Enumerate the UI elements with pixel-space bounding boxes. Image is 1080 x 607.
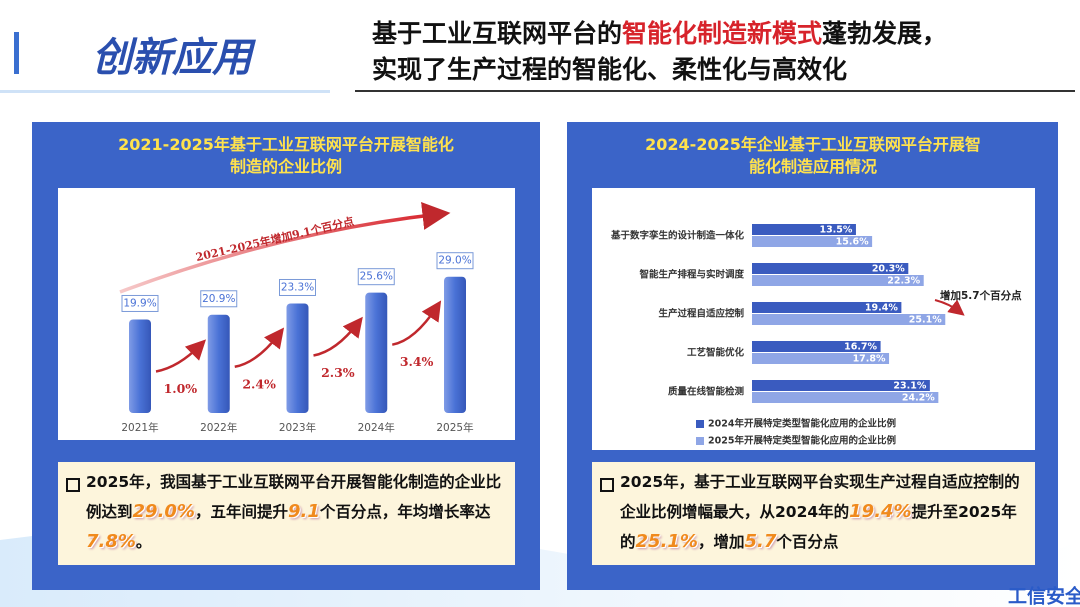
growth-arrow (391, 300, 442, 346)
value-label: 19.9% (123, 297, 156, 309)
note-box: 2025年，我国基于工业互联网平台开展智能化制造的企业比例达到29.0%，五年间… (58, 462, 515, 565)
value-label: 13.5% (819, 225, 852, 236)
header-line (0, 90, 330, 93)
note-part: ，五年间提升 (194, 503, 288, 521)
legend-label: 2025年开展特定类型智能化应用的企业比例 (708, 435, 896, 447)
highlight: 9.1 (287, 501, 320, 522)
title-part: 基于工业互联网平台的 (372, 19, 623, 48)
annotation-arrow (934, 299, 965, 316)
note-part: 。 (135, 533, 152, 551)
growth-arrow (155, 339, 207, 373)
growth-arrow (234, 327, 285, 369)
note-box: 2025年，基于工业互联网平台实现生产过程自适应控制的企业比例增幅最大，从202… (592, 462, 1035, 565)
growth-label: 1.0% (164, 381, 198, 396)
bar (752, 224, 856, 235)
title-rule (355, 90, 1075, 92)
legend-swatch (696, 437, 704, 445)
title-part: 实现了生产过程的智能化、柔性化与高效化 (372, 55, 848, 84)
value-label: 23.3% (281, 281, 314, 293)
trend-arrow (119, 202, 451, 294)
bullet (600, 478, 614, 492)
bar (444, 276, 466, 413)
growth-label: 2.3% (321, 365, 355, 380)
legend-label: 2024年开展特定类型智能化应用的企业比例 (708, 418, 896, 430)
value-label: 25.6% (360, 271, 393, 283)
legend-swatch (696, 420, 704, 428)
y-tick-label: 生产过程自适应控制 (658, 308, 744, 320)
value-label: 15.6% (836, 237, 869, 248)
bar (752, 353, 890, 364)
note-part: 个百分点 (776, 533, 839, 551)
value-label-box (279, 278, 316, 296)
highlight: 29.0% (132, 501, 195, 522)
value-label: 22.3% (887, 276, 920, 287)
footer-logo: 工信安全 (1008, 585, 1080, 607)
value-label-box (121, 294, 159, 312)
value-label: 24.2% (902, 393, 935, 404)
bar (286, 303, 309, 413)
badge: 创新应用 (92, 35, 256, 81)
bar (752, 302, 902, 313)
value-label: 29.0% (438, 255, 471, 267)
note-part: 提升至2025年的 (620, 503, 1017, 551)
note-part: 2025年，基于工业互联网平台实现生产过程自适应控制的企业比例增幅最大，从202… (620, 473, 1020, 521)
x-tick-label: 2021年 (121, 421, 158, 434)
y-tick-label: 质量在线智能检测 (668, 386, 745, 398)
growth-label: 3.4% (400, 354, 434, 369)
chart-title: 2024-2025年企业基于工业互联网平台开展智能化制造应用情况 (645, 135, 981, 176)
highlight: 7.8% (86, 531, 136, 552)
value-label: 19.4% (865, 303, 898, 314)
bar (752, 236, 873, 247)
value-label: 20.9% (202, 293, 235, 305)
bar (129, 319, 151, 413)
bar (365, 292, 388, 413)
main-title: 基于工业互联网平台的智能化制造新模式蓬勃发展， 实现了生产过程的智能化、柔性化与高… (372, 16, 947, 88)
value-label: 16.7% (844, 342, 877, 353)
highlight: 19.4% (849, 501, 912, 522)
chart-title: 2021-2025年基于工业互联网平台开展智能化制造的企业比例 (118, 135, 454, 176)
note-part: 2025年，我国基于工业互联网平台开展智能化制造的企业比例达到 (86, 473, 502, 521)
bar (752, 314, 946, 325)
x-tick-label: 2024年 (358, 421, 395, 434)
annotation: 增加5.7个百分点 (940, 289, 1022, 302)
title-part: 蓬勃发展， (822, 19, 948, 48)
title-highlight: 智能化制造新模式 (622, 19, 823, 48)
growth-arrow (313, 316, 363, 357)
bar (207, 314, 230, 413)
value-label-box (200, 290, 238, 308)
y-tick-label: 基于数字孪生的设计制造一体化 (610, 230, 745, 242)
y-tick-label: 工艺智能优化 (687, 347, 745, 359)
value-label-box (357, 268, 395, 286)
value-label: 20.3% (872, 264, 905, 275)
note-part: ，增加 (697, 533, 745, 551)
bar (752, 263, 909, 274)
bar (752, 392, 939, 403)
value-label: 17.8% (853, 354, 886, 365)
x-tick-label: 2022年 (200, 421, 237, 434)
y-tick-label: 智能生产排程与实时调度 (639, 269, 744, 281)
highlight: 5.7 (744, 531, 777, 552)
note-text: 2025年，基于工业互联网平台实现生产过程自适应控制的企业比例增幅最大，从202… (620, 468, 1027, 557)
bullet (66, 478, 80, 492)
bar (752, 341, 881, 352)
note-part: 个百分点，年均增长率达 (319, 503, 491, 521)
bar (752, 380, 930, 391)
value-label-box (436, 252, 474, 270)
growth-label: 2.4% (242, 376, 276, 391)
note-text: 2025年，我国基于工业互联网平台开展智能化制造的企业比例达到29.0%，五年间… (86, 468, 507, 557)
highlight: 25.1% (635, 531, 698, 552)
bar (752, 275, 924, 286)
header-accent (14, 32, 19, 74)
x-tick-label: 2025年 (436, 421, 473, 434)
x-tick-label: 2023年 (279, 421, 316, 434)
value-label: 25.1% (909, 315, 942, 326)
value-label: 23.1% (893, 381, 926, 392)
